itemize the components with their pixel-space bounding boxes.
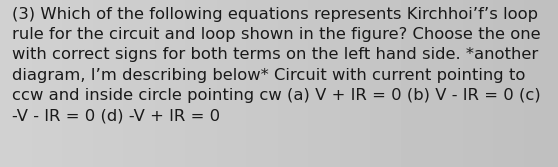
Text: (3) Which of the following equations represents Kirchhoi’f’s loop
rule for the c: (3) Which of the following equations rep… bbox=[12, 7, 541, 124]
